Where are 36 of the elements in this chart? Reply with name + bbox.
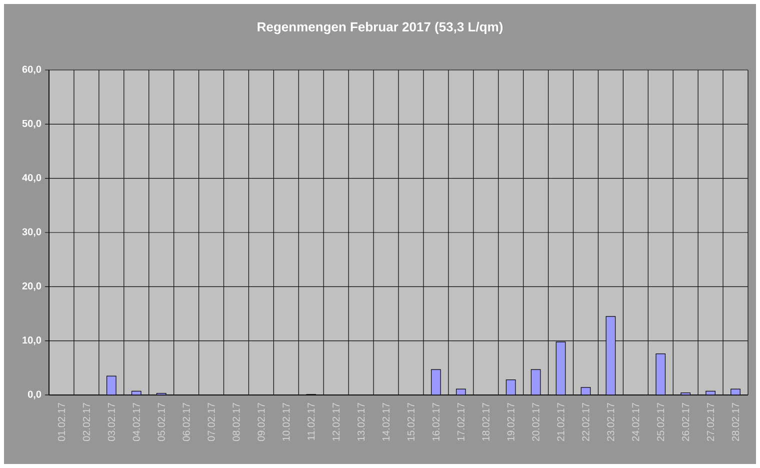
x-tick-label: 21.02.17: [557, 403, 564, 441]
x-tick-label: 27.02.17: [707, 403, 714, 441]
y-tick-label: 40,0: [22, 174, 42, 183]
x-tick-label: 01.02.17: [58, 403, 66, 442]
x-tick-label: 05.02.17: [158, 403, 165, 442]
x-tick-label: 25.02.17: [657, 403, 664, 441]
x-tick-label: 11.02.17: [308, 403, 315, 440]
y-tick-label: 30,0: [22, 228, 42, 237]
x-tick-label: 14.02.17: [382, 403, 390, 441]
x-tick-label: 13.02.17: [358, 403, 365, 441]
x-tick-label: 03.02.17: [108, 403, 115, 442]
x-tick-label: 08.02.17: [232, 403, 240, 442]
y-tick-label: 60,0: [22, 66, 42, 74]
x-tick-label: 09.02.17: [258, 403, 265, 442]
x-tick-label: 07.02.17: [208, 403, 215, 442]
x-tick-label: 26.02.17: [682, 403, 690, 441]
x-tick-label: 17.02.17: [457, 403, 464, 441]
x-tick-label: 28.02.17: [732, 403, 740, 441]
x-tick-label: 18.02.17: [482, 403, 490, 441]
x-tick-label: 24.02.17: [632, 403, 640, 441]
y-tick-label: 50,0: [22, 120, 42, 128]
x-tick-label: 23.02.17: [607, 403, 614, 441]
x-tick-label: 04.02.17: [132, 403, 140, 442]
x-tick-label: 02.02.17: [82, 403, 90, 442]
x-tick-label: 15.02.17: [407, 403, 415, 441]
x-tick-label: 10.02.17: [282, 403, 290, 441]
x-tick-label: 20.02.17: [532, 403, 540, 441]
x-tick-label: 12.02.17: [332, 403, 340, 441]
chart-title: Regenmengen Februar 2017 (53,3 L/qm): [258, 22, 503, 34]
x-tick-label: 19.02.17: [507, 403, 514, 441]
y-tick-label: 20,0: [22, 282, 42, 291]
x-tick-label: 22.02.17: [582, 403, 590, 441]
x-tick-label: 06.02.17: [182, 403, 190, 442]
y-tick-label: 10,0: [22, 336, 42, 346]
x-tick-label: 16.02.17: [432, 403, 440, 441]
y-tick-label: 0,0: [28, 390, 42, 400]
